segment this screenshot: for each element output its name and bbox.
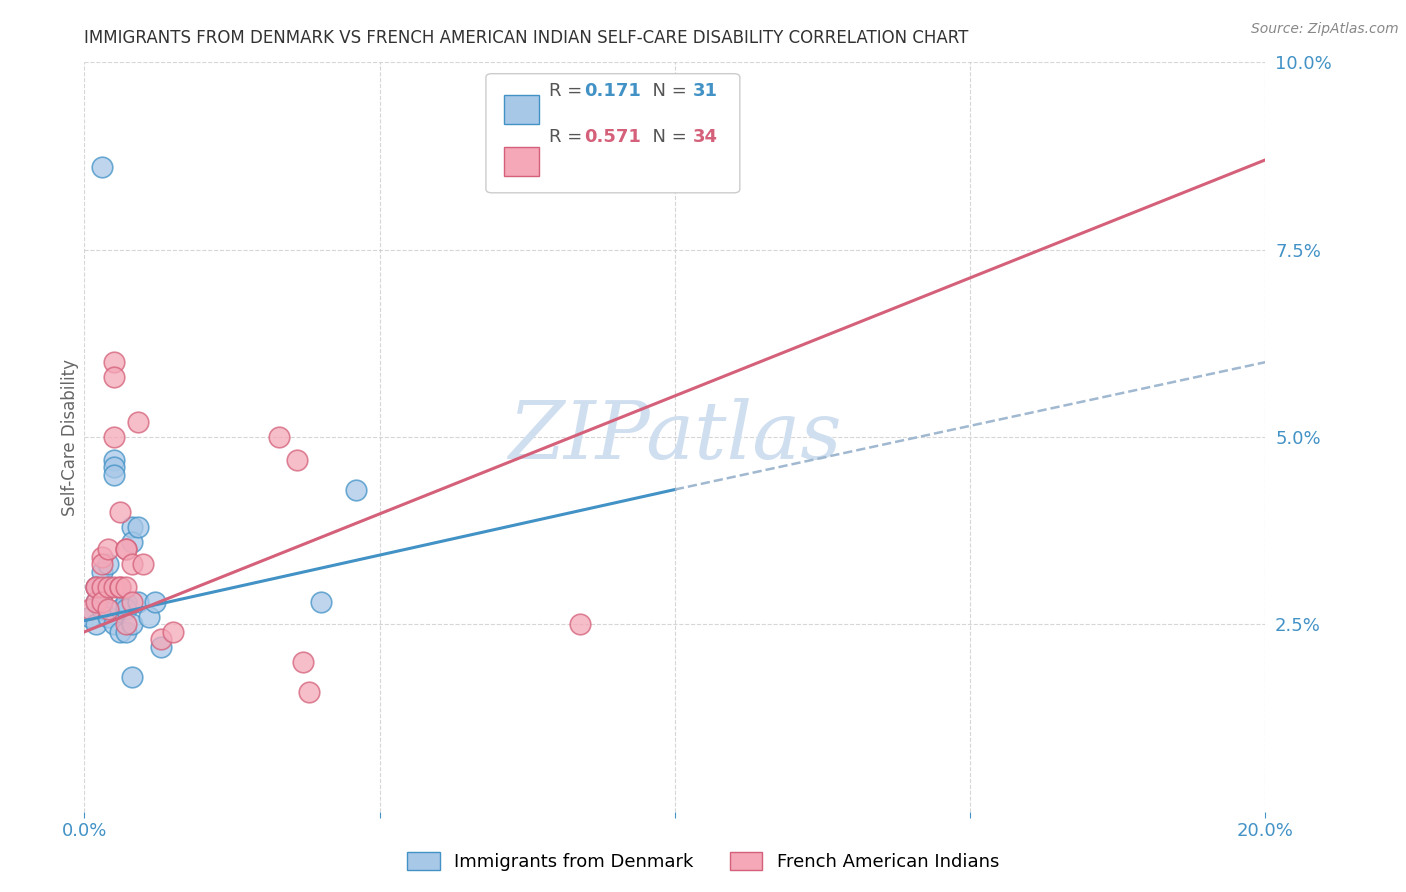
Point: [143, 595, 166, 609]
Text: 0.571: 0.571: [583, 128, 641, 146]
FancyBboxPatch shape: [486, 74, 740, 193]
Point: [97, 602, 120, 616]
Point: [121, 595, 143, 609]
Text: 0.171: 0.171: [583, 82, 641, 100]
Text: N =: N =: [641, 128, 692, 146]
Point: [108, 505, 131, 519]
Point: [97, 580, 120, 594]
Legend: Immigrants from Denmark, French American Indians: Immigrants from Denmark, French American…: [399, 845, 1007, 879]
Point: [108, 580, 131, 594]
Point: [84, 580, 107, 594]
FancyBboxPatch shape: [503, 147, 538, 176]
Point: [84, 595, 107, 609]
Point: [97, 610, 120, 624]
Point: [103, 580, 125, 594]
Point: [79, 602, 101, 616]
Point: [91, 580, 114, 594]
Point: [132, 558, 155, 572]
Point: [103, 460, 125, 475]
Point: [114, 542, 136, 557]
Point: [505, 86, 527, 100]
Point: [103, 617, 125, 632]
Point: [91, 161, 114, 175]
Point: [162, 624, 184, 639]
Point: [150, 632, 173, 647]
Point: [121, 670, 143, 684]
Point: [97, 558, 120, 572]
FancyBboxPatch shape: [503, 95, 538, 124]
Point: [91, 587, 114, 601]
Point: [114, 595, 136, 609]
Text: 31: 31: [693, 82, 717, 100]
Point: [309, 595, 332, 609]
Point: [285, 452, 308, 467]
Point: [114, 624, 136, 639]
Text: 34: 34: [693, 128, 717, 146]
Text: R =: R =: [548, 128, 588, 146]
Point: [114, 580, 136, 594]
Y-axis label: Self-Care Disability: Self-Care Disability: [60, 359, 79, 516]
Point: [103, 452, 125, 467]
Point: [114, 602, 136, 616]
Text: ZIPatlas: ZIPatlas: [508, 399, 842, 475]
Point: [97, 542, 120, 557]
Point: [114, 617, 136, 632]
Point: [103, 355, 125, 369]
Point: [114, 542, 136, 557]
Point: [121, 520, 143, 534]
Point: [84, 595, 107, 609]
Point: [150, 640, 173, 654]
Point: [91, 595, 114, 609]
Point: [91, 602, 114, 616]
Point: [108, 624, 131, 639]
Point: [103, 370, 125, 384]
Point: [291, 655, 314, 669]
Text: N =: N =: [641, 82, 692, 100]
Point: [569, 617, 592, 632]
Point: [91, 565, 114, 579]
Point: [97, 580, 120, 594]
Point: [138, 610, 160, 624]
Point: [108, 580, 131, 594]
Point: [84, 580, 107, 594]
Point: [84, 617, 107, 632]
Point: [108, 602, 131, 616]
Point: [91, 549, 114, 564]
Text: IMMIGRANTS FROM DENMARK VS FRENCH AMERICAN INDIAN SELF-CARE DISABILITY CORRELATI: IMMIGRANTS FROM DENMARK VS FRENCH AMERIC…: [84, 29, 969, 47]
Point: [121, 535, 143, 549]
Point: [127, 415, 149, 429]
Point: [298, 685, 321, 699]
Point: [121, 617, 143, 632]
Text: R =: R =: [548, 82, 588, 100]
Point: [344, 483, 367, 497]
Point: [84, 580, 107, 594]
Point: [91, 558, 114, 572]
Point: [103, 430, 125, 444]
Point: [79, 610, 101, 624]
Point: [121, 558, 143, 572]
Point: [127, 520, 149, 534]
Point: [127, 595, 149, 609]
Point: [103, 467, 125, 482]
Point: [269, 430, 291, 444]
Text: Source: ZipAtlas.com: Source: ZipAtlas.com: [1251, 22, 1399, 37]
